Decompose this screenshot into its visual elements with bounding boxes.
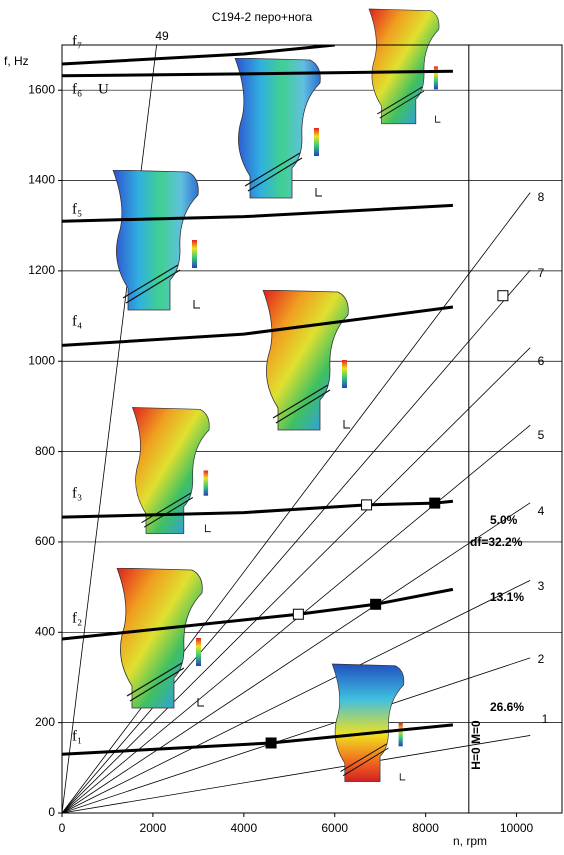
curve-label: f₆: [72, 81, 82, 97]
annotation: H=0 M=0: [469, 720, 483, 770]
y-tick-label: 600: [35, 534, 55, 548]
resonance-marker: [371, 599, 381, 609]
frequency-curve: [62, 501, 453, 517]
resonance-marker: [498, 291, 508, 301]
mode-shape-image: [117, 568, 204, 708]
mode-label: U: [98, 81, 109, 97]
engine-order-label: 49: [155, 29, 169, 43]
mode-shape-image: [369, 9, 440, 124]
curve-label: f₄: [72, 313, 82, 329]
y-tick-label: 200: [35, 715, 55, 729]
frequency-curve: [62, 589, 453, 639]
engine-order-label: 3: [538, 579, 545, 593]
x-tick-label: 0: [59, 821, 66, 835]
y-axis-label: f, Hz: [4, 54, 29, 68]
resonance-marker: [362, 500, 372, 510]
y-tick-label: 1400: [28, 173, 55, 187]
y-tick-label: 1200: [28, 263, 55, 277]
engine-order-label: 7: [538, 266, 545, 280]
y-tick-label: 800: [35, 444, 55, 458]
annotation: df=32.2%: [470, 535, 523, 549]
mode-shape-image: [235, 58, 322, 198]
engine-order-line: [62, 735, 530, 813]
engine-order-label: 8: [538, 190, 545, 204]
y-tick-label: 0: [48, 805, 55, 819]
engine-order-label: 4: [538, 504, 545, 518]
resonance-marker: [293, 609, 303, 619]
annotation: 26.6%: [490, 700, 524, 714]
annotation: 13.1%: [490, 590, 524, 604]
engine-order-label: 1: [542, 712, 549, 726]
curve-label: f₂: [72, 610, 82, 626]
curve-label: f₃: [72, 485, 82, 501]
curve-label: f₅: [72, 201, 82, 217]
chart: C194-2 перо+нога f, Hz n, rpm U 0 200 400 6…: [0, 0, 564, 855]
frequency-curve: [62, 725, 453, 754]
engine-order-label: 2: [538, 652, 545, 666]
x-tick-label: 8000: [412, 821, 439, 835]
x-tick-label: 2000: [140, 821, 167, 835]
y-tick-label: 1000: [28, 353, 55, 367]
x-tick-label: 4000: [230, 821, 257, 835]
mode-shape-image: [263, 290, 350, 430]
engine-order-label: 6: [538, 354, 545, 368]
y-tick-label: 400: [35, 624, 55, 638]
y-tick-label: 1600: [28, 82, 55, 96]
curve-label: f₁: [72, 728, 82, 744]
annotation: 5.0%: [490, 513, 518, 527]
chart-title: C194-2 перо+нога: [212, 10, 313, 24]
x-tick-label: 10000: [500, 821, 534, 835]
resonance-marker: [430, 498, 440, 508]
x-axis-label: n, rpm: [453, 834, 487, 848]
engine-order-label: 5: [538, 428, 545, 442]
mode-shape-image: [113, 170, 200, 310]
frequency-curve: [62, 205, 453, 221]
resonance-marker: [266, 738, 276, 748]
curve-label: f₇: [72, 33, 82, 49]
x-tick-label: 6000: [321, 821, 348, 835]
